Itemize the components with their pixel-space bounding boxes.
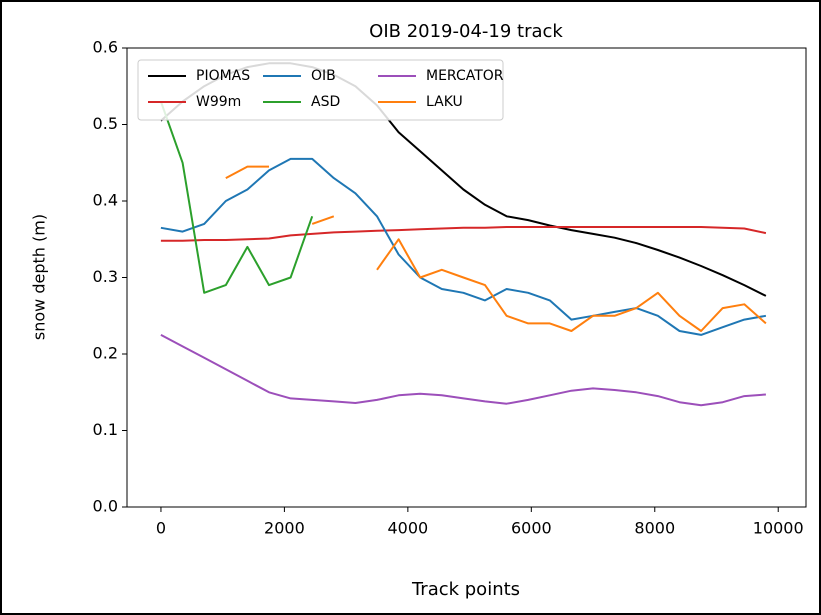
legend-label: ASD — [311, 94, 340, 110]
y-tick-label: 0.2 — [93, 344, 118, 363]
legend-label: MERCATOR — [426, 68, 504, 84]
y-tick-label: 0.6 — [93, 38, 118, 57]
x-tick-label: 10000 — [753, 519, 804, 538]
legend-label: LAKU — [426, 94, 463, 110]
x-tick-label: 8000 — [634, 519, 675, 538]
legend-label: PIOMAS — [196, 68, 250, 84]
chart-title: OIB 2019-04-19 track — [369, 21, 563, 42]
y-tick-label: 0.5 — [93, 114, 118, 133]
y-tick-label: 0.4 — [93, 191, 118, 210]
y-tick-label: 0.0 — [93, 497, 118, 516]
y-tick-label: 0.3 — [93, 267, 118, 286]
legend-label: OIB — [311, 68, 336, 84]
series-line — [160, 157, 767, 336]
y-axis-label: snow depth (m) — [30, 214, 49, 340]
x-tick-label: 6000 — [511, 519, 552, 538]
y-tick-label: 0.1 — [93, 420, 118, 439]
legend-label: W99m — [196, 94, 241, 110]
series-line — [160, 334, 766, 407]
x-tick-label: 2000 — [264, 519, 305, 538]
x-tick-label: 4000 — [387, 519, 428, 538]
plot-border — [126, 47, 807, 508]
x-tick-label: 0 — [156, 519, 166, 538]
series-line — [225, 165, 767, 332]
series-line — [160, 226, 767, 242]
x-axis-label: Track points — [411, 579, 520, 600]
series-line — [159, 101, 314, 294]
